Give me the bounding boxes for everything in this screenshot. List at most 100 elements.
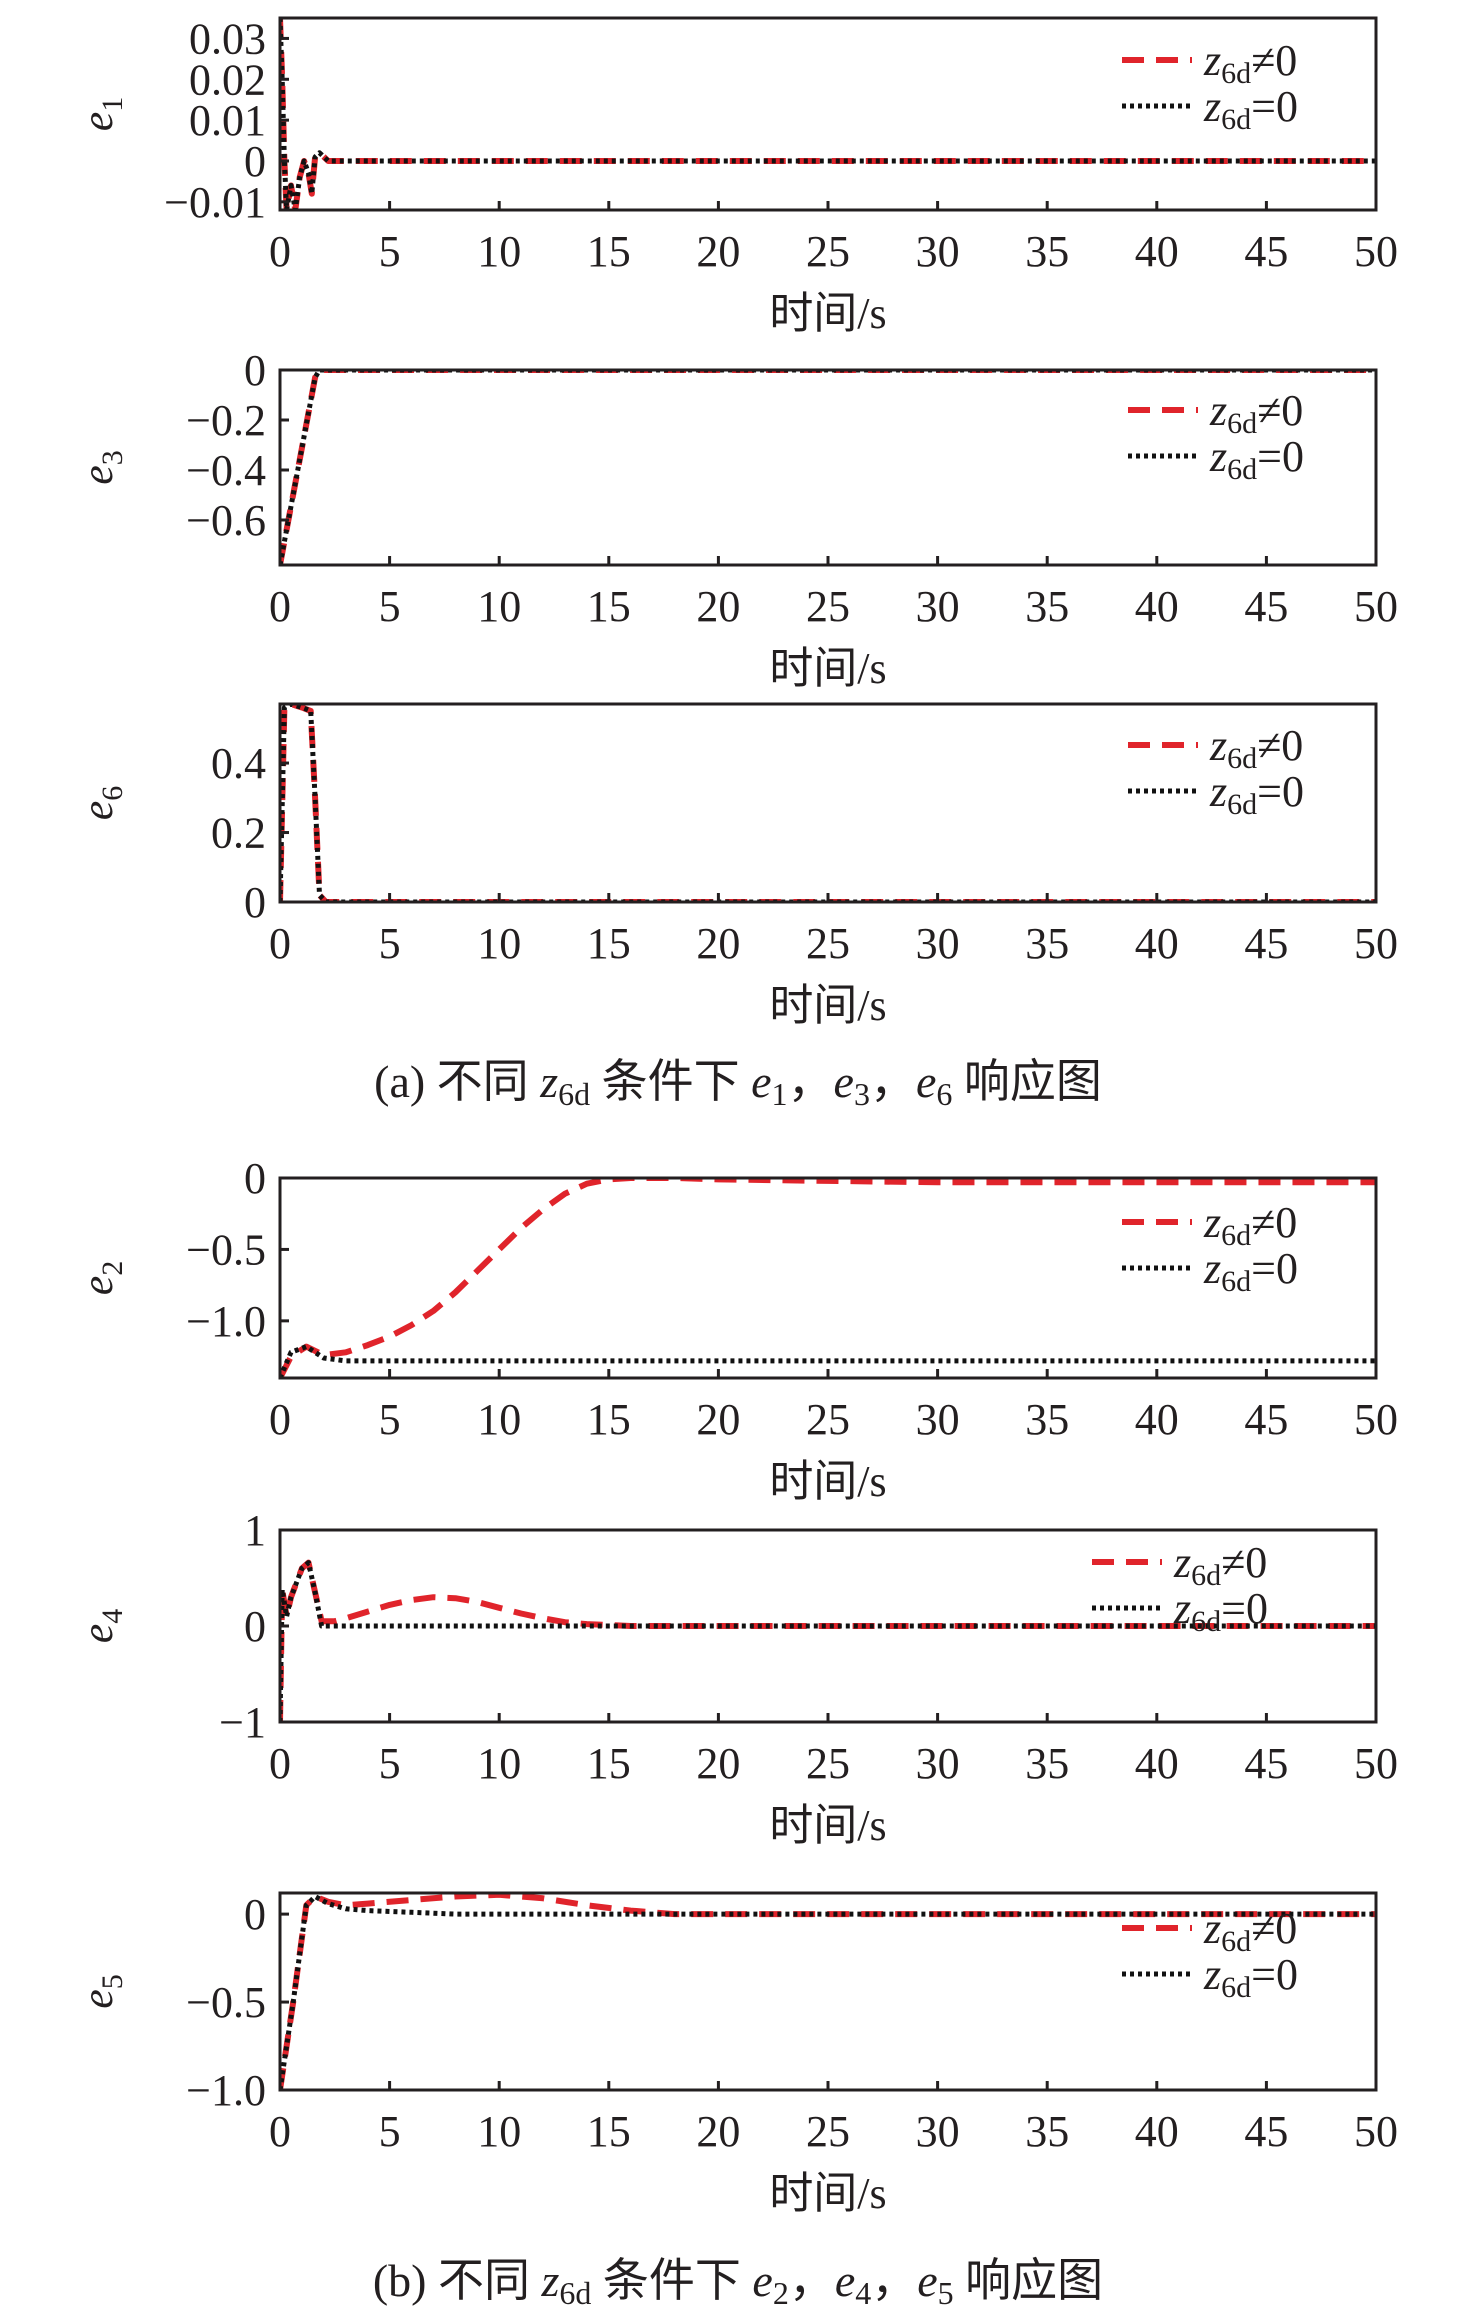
- x-tick-label: 15: [587, 2107, 631, 2156]
- x-tick-label: 10: [477, 227, 521, 276]
- y-axis-label: e6: [73, 786, 129, 821]
- series-line-z6d-zero: [280, 370, 1376, 565]
- x-tick-label: 25: [806, 1739, 850, 1788]
- series-line-z6d-nonzero: [280, 1893, 1376, 2090]
- y-tick-label: −0.5: [186, 1978, 266, 2027]
- legend-label: z6d≠0: [1203, 36, 1297, 90]
- x-tick-label: 40: [1135, 919, 1179, 968]
- caption-b: (b) 不同 z6d 条件下 e2，e4，e5 响应图: [373, 2255, 1103, 2311]
- y-tick-label: 0: [244, 137, 266, 186]
- x-tick-label: 0: [269, 1395, 291, 1444]
- x-tick-label: 45: [1244, 2107, 1288, 2156]
- series-line-z6d-zero: [280, 1560, 1376, 1722]
- x-tick-label: 25: [806, 582, 850, 631]
- x-axis-label: 时间/s: [769, 644, 886, 693]
- series-line-z6d-zero: [280, 1894, 1376, 2090]
- x-tick-label: 45: [1244, 1739, 1288, 1788]
- x-tick-label: 35: [1025, 2107, 1069, 2156]
- legend-label: z6d=0: [1203, 1950, 1298, 2004]
- panel-3: 0 5 10 15 20 25 30 35 40 45 50 0.4 0.2 0 时间/s e6 z6d≠0z6…: [73, 702, 1398, 1030]
- series-line-z6d-zero: [280, 1344, 1376, 1378]
- x-axis-label: 时间/s: [769, 1457, 886, 1506]
- series-group: [280, 18, 1376, 210]
- y-axis-label: e2: [73, 1261, 129, 1296]
- panel-6: 0 5 10 15 20 25 30 35 40 45 50 0 −0.5 −1.0 时间/s e5 z6d≠0…: [73, 1890, 1398, 2218]
- y-tick-label: 0.2: [211, 809, 266, 858]
- x-tick-label: 25: [806, 1395, 850, 1444]
- panel-1: 0 5 10 15 20 25 30 35 40 45 500.030.020.010−0.01时间…: [73, 14, 1398, 338]
- x-tick-label: 25: [806, 2107, 850, 2156]
- x-tick-label: 30: [916, 582, 960, 631]
- y-tick-label: 1: [244, 1506, 266, 1555]
- caption-a: (a) 不同 z6d 条件下 e1，e3，e6 响应图: [374, 1056, 1102, 1112]
- x-tick-label: 50: [1354, 2107, 1398, 2156]
- y-axis-label: e4: [73, 1609, 129, 1644]
- x-tick-label: 10: [477, 582, 521, 631]
- y-tick-label: 0: [244, 878, 266, 927]
- y-tick-label: −1: [219, 1698, 266, 1747]
- x-tick-label: 5: [379, 227, 401, 276]
- y-tick-label: −1.0: [186, 2066, 266, 2115]
- x-tick-label: 0: [269, 2107, 291, 2156]
- y-tick-label: 0.02: [189, 55, 266, 104]
- series-line-z6d-zero: [280, 18, 1376, 210]
- x-tick-label: 30: [916, 2107, 960, 2156]
- y-axis-label: e5: [73, 1974, 129, 2009]
- y-tick-label: 0: [244, 346, 266, 395]
- x-tick-label: 10: [477, 1395, 521, 1444]
- x-tick-label: 25: [806, 919, 850, 968]
- y-tick-label: −0.2: [186, 396, 266, 445]
- legend-label: z6d=0: [1203, 82, 1298, 136]
- x-tick-label: 5: [379, 1739, 401, 1788]
- legend-label: z6d≠0: [1203, 1904, 1297, 1958]
- x-tick-label: 20: [696, 1395, 740, 1444]
- x-tick-label: 25: [806, 227, 850, 276]
- y-tick-label: −0.5: [186, 1225, 266, 1274]
- x-tick-label: 5: [379, 2107, 401, 2156]
- x-tick-label: 50: [1354, 1395, 1398, 1444]
- y-tick-label: 0.03: [189, 14, 266, 63]
- x-tick-label: 45: [1244, 1395, 1288, 1444]
- y-tick-label: −1.0: [186, 1297, 266, 1346]
- x-tick-label: 40: [1135, 227, 1179, 276]
- x-tick-label: 15: [587, 919, 631, 968]
- x-tick-label: 20: [696, 582, 740, 631]
- x-tick-label: 0: [269, 919, 291, 968]
- y-tick-label: −0.4: [186, 446, 266, 495]
- x-tick-label: 20: [696, 2107, 740, 2156]
- x-tick-label: 45: [1244, 582, 1288, 631]
- series-group: [280, 1893, 1376, 2090]
- legend-label: z6d=0: [1209, 767, 1304, 821]
- y-tick-label: 0: [244, 1154, 266, 1203]
- x-tick-label: 5: [379, 1395, 401, 1444]
- x-tick-label: 15: [587, 227, 631, 276]
- x-tick-label: 50: [1354, 582, 1398, 631]
- x-tick-label: 5: [379, 582, 401, 631]
- x-tick-label: 20: [696, 1739, 740, 1788]
- legend-label: z6d=0: [1209, 432, 1304, 486]
- series-group: [280, 1559, 1376, 1722]
- x-tick-label: 35: [1025, 1395, 1069, 1444]
- y-axis-label: e1: [73, 97, 129, 132]
- x-axis-label: 时间/s: [769, 289, 886, 338]
- x-tick-label: 30: [916, 1395, 960, 1444]
- panels: 0 5 10 15 20 25 30 35 40 45 500.030.020.010−0.01时间…: [73, 14, 1398, 2218]
- x-tick-label: 40: [1135, 1395, 1179, 1444]
- series-line-z6d-nonzero: [280, 704, 1376, 902]
- legend-label: z6d≠0: [1209, 386, 1303, 440]
- legend-label: z6d≠0: [1209, 721, 1303, 775]
- x-tick-label: 30: [916, 1739, 960, 1788]
- x-tick-label: 15: [587, 1739, 631, 1788]
- x-tick-label: 40: [1135, 1739, 1179, 1788]
- x-tick-label: 40: [1135, 582, 1179, 631]
- x-tick-label: 45: [1244, 919, 1288, 968]
- y-tick-label: −0.6: [186, 496, 266, 545]
- x-tick-label: 5: [379, 919, 401, 968]
- x-tick-label: 20: [696, 227, 740, 276]
- x-tick-label: 10: [477, 919, 521, 968]
- y-tick-label: 0.01: [189, 96, 266, 145]
- x-tick-label: 20: [696, 919, 740, 968]
- y-axis-label: e3: [73, 450, 129, 485]
